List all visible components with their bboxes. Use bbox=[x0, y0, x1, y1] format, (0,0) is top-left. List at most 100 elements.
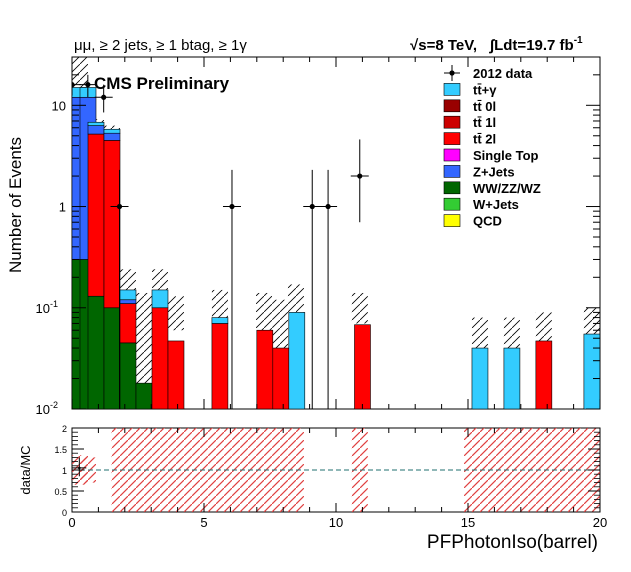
y-axis-title: Number of Events bbox=[6, 137, 25, 273]
legend-swatch bbox=[443, 197, 461, 211]
legend-swatch bbox=[443, 181, 461, 195]
ratio-data-point bbox=[78, 466, 81, 470]
experiment-label: CMS Preliminary bbox=[94, 74, 230, 93]
energy-label: √s=8 TeV, bbox=[410, 37, 477, 54]
legend-label: tt̄ 1l bbox=[473, 115, 496, 130]
legend-label: QCD bbox=[473, 214, 502, 229]
main-axes: 10-2 10-1 1 10 bbox=[36, 56, 601, 417]
stack-bar-segment bbox=[151, 307, 169, 409]
stack-bar-segment bbox=[583, 333, 600, 409]
stack-bar-segment bbox=[167, 340, 185, 409]
y-tick-label: 10-1 bbox=[36, 299, 58, 316]
data-point bbox=[101, 94, 107, 100]
mc-uncertainty-bin bbox=[256, 292, 273, 331]
stack-bar-segment bbox=[288, 312, 306, 409]
ratio-uncertainty-bin bbox=[287, 428, 304, 512]
y-tick-label: 10 bbox=[52, 98, 66, 113]
stack-bar-segment bbox=[103, 307, 121, 409]
legend-label: Z+Jets bbox=[473, 164, 515, 179]
mc-uncertainty-bin bbox=[167, 296, 184, 331]
data-point bbox=[229, 203, 235, 210]
data-point bbox=[72, 82, 75, 88]
ratio-y-tick-label: 0.5 bbox=[54, 487, 67, 497]
legend-data-marker bbox=[449, 70, 455, 76]
stack-bar-segment bbox=[211, 323, 229, 409]
legend-swatch bbox=[443, 165, 461, 178]
stack-bar-segment bbox=[354, 324, 371, 409]
ratio-y-tick-label: 1.5 bbox=[54, 445, 67, 455]
ratio-y-axis-title: data/MC bbox=[18, 445, 33, 494]
stack-bar-segment bbox=[151, 289, 169, 309]
ratio-axes: 00.511.520 5 10 15 20 bbox=[54, 424, 607, 530]
stack-bar-segment bbox=[119, 289, 137, 301]
mc-uncertainty-bin bbox=[119, 269, 136, 293]
legend-swatch bbox=[443, 99, 461, 113]
legend-label: WW/ZZ/WZ bbox=[473, 181, 541, 196]
mc-uncertainty-bin bbox=[272, 299, 289, 349]
stack-bar-segment bbox=[103, 128, 121, 134]
data-points bbox=[72, 74, 369, 409]
ratio-y-tick-label: 0 bbox=[62, 508, 67, 518]
stack-bar-segment bbox=[272, 347, 290, 409]
ratio-uncertainty-bin bbox=[351, 428, 368, 512]
mc-uncertainty-band bbox=[72, 57, 600, 409]
ratio-data-points bbox=[72, 457, 87, 477]
ratio-y-tick-label: 1 bbox=[62, 466, 67, 476]
stack-bar-segment bbox=[87, 133, 105, 297]
lumi-label: ∫Ldt=19.7 fb-1 bbox=[489, 35, 583, 54]
stack-bar-segment bbox=[103, 140, 121, 309]
stack-bar-segment bbox=[135, 382, 153, 409]
data-point bbox=[309, 203, 315, 210]
data-point bbox=[85, 82, 91, 88]
ratio-y-tick-label: 2 bbox=[62, 424, 67, 434]
legend-swatch bbox=[443, 83, 461, 96]
x-tick-label: 15 bbox=[461, 515, 475, 530]
mc-uncertainty-bin bbox=[535, 312, 552, 341]
y-tick-label: 1 bbox=[59, 200, 66, 215]
legend-swatch bbox=[443, 132, 461, 145]
ratio-uncertainty-bin bbox=[535, 428, 584, 512]
stack-bar-segment bbox=[119, 299, 137, 304]
legend-label: tt̄+γ bbox=[473, 82, 497, 97]
legend-label: 2012 data bbox=[473, 66, 533, 81]
ratio-panel: 00.511.520 5 10 15 20 data/MC PFPhotonIso(ba… bbox=[18, 424, 607, 553]
mc-uncertainty-bin bbox=[503, 317, 520, 349]
legend-label: W+Jets bbox=[473, 197, 519, 212]
legend-swatch bbox=[443, 214, 461, 227]
main-histogram-panel: 10-2 10-1 1 10 Number of Events bbox=[6, 56, 601, 417]
data-point bbox=[357, 173, 363, 179]
stack-bar-segment bbox=[119, 303, 137, 344]
stack-bar-segment bbox=[503, 347, 521, 409]
mc-uncertainty-bin bbox=[135, 292, 152, 409]
y-tick-exponent: -2 bbox=[50, 400, 58, 410]
data-point bbox=[116, 203, 123, 210]
mc-uncertainty-bin bbox=[583, 307, 600, 335]
legend-label: Single Top bbox=[473, 148, 539, 163]
data-point bbox=[325, 203, 331, 210]
stack-bar-segment bbox=[535, 340, 553, 409]
stack-bar-segment bbox=[87, 295, 105, 409]
x-tick-label: 20 bbox=[593, 515, 607, 530]
stack-bar-segment bbox=[87, 121, 105, 126]
y-tick-exponent: -1 bbox=[50, 299, 58, 309]
mc-uncertainty-bin bbox=[211, 289, 228, 318]
x-tick-label: 10 bbox=[329, 515, 343, 530]
mc-uncertainty-bin bbox=[471, 317, 488, 349]
mc-uncertainty-bin bbox=[351, 292, 368, 324]
y-tick-label: 10-2 bbox=[36, 400, 58, 417]
ratio-uncertainty-bin bbox=[79, 457, 96, 483]
stack-bar-segment bbox=[87, 125, 105, 135]
stack-bar-segment bbox=[256, 329, 274, 409]
selection-label: μμ, ≥ 2 jets, ≥ 1 btag, ≥ 1γ bbox=[74, 37, 247, 54]
x-axis-title: PFPhotonIso(barrel) bbox=[427, 532, 598, 553]
mc-uncertainty-bin bbox=[287, 284, 304, 313]
legend-label: tt̄ 2l bbox=[473, 132, 496, 147]
mc-uncertainty-bin bbox=[151, 269, 168, 290]
mc-stack bbox=[72, 87, 600, 409]
stack-bar-segment bbox=[471, 347, 489, 409]
legend-label: tt̄ 0l bbox=[473, 99, 496, 114]
legend-swatch bbox=[443, 115, 461, 129]
x-tick-label: 5 bbox=[200, 515, 207, 530]
